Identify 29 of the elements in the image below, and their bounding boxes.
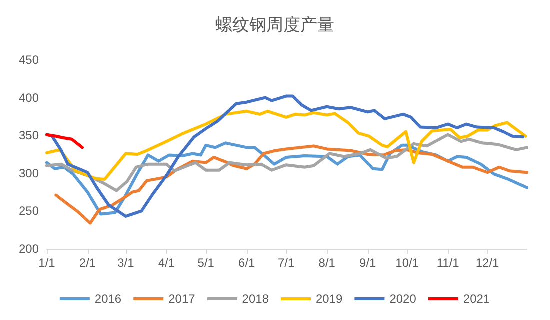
legend-label: 2016 xyxy=(94,292,122,306)
y-tick-label: 200 xyxy=(18,242,40,256)
line-series xyxy=(46,133,84,150)
x-tick-label: 1/1 xyxy=(38,256,56,270)
line-series xyxy=(46,94,525,218)
x-tick-label: 10/1 xyxy=(396,256,420,270)
x-tick-label: 3/1 xyxy=(118,256,135,270)
x-tick-label: 11/1 xyxy=(436,256,460,270)
x-tick-label: 5/1 xyxy=(198,256,215,270)
legend-label: 2018 xyxy=(242,292,270,306)
chart-title: 螺纹钢周度产量 xyxy=(216,16,334,36)
line-series xyxy=(46,133,528,192)
y-tick-label: 400 xyxy=(18,90,40,105)
line-series xyxy=(46,110,528,181)
legend-label: 2019 xyxy=(316,292,344,306)
x-tick-label: 6/1 xyxy=(238,256,256,270)
x-tick-label: 2/1 xyxy=(79,256,96,270)
legend-label: 2017 xyxy=(168,292,196,306)
x-tick-label: 7/1 xyxy=(278,256,296,270)
legend-label: 2020 xyxy=(390,292,417,306)
x-tick-label: 8/1 xyxy=(318,256,336,270)
y-tick-label: 300 xyxy=(18,166,40,180)
x-tick-label: 12/1 xyxy=(476,256,500,270)
x-tick-label: 4/1 xyxy=(158,256,176,270)
x-tick-label: 9/1 xyxy=(360,256,377,270)
y-tick-label: 450 xyxy=(18,53,40,67)
y-tick-label: 250 xyxy=(18,204,40,218)
legend-label: 2021 xyxy=(463,292,490,306)
y-tick-label: 350 xyxy=(18,128,40,143)
